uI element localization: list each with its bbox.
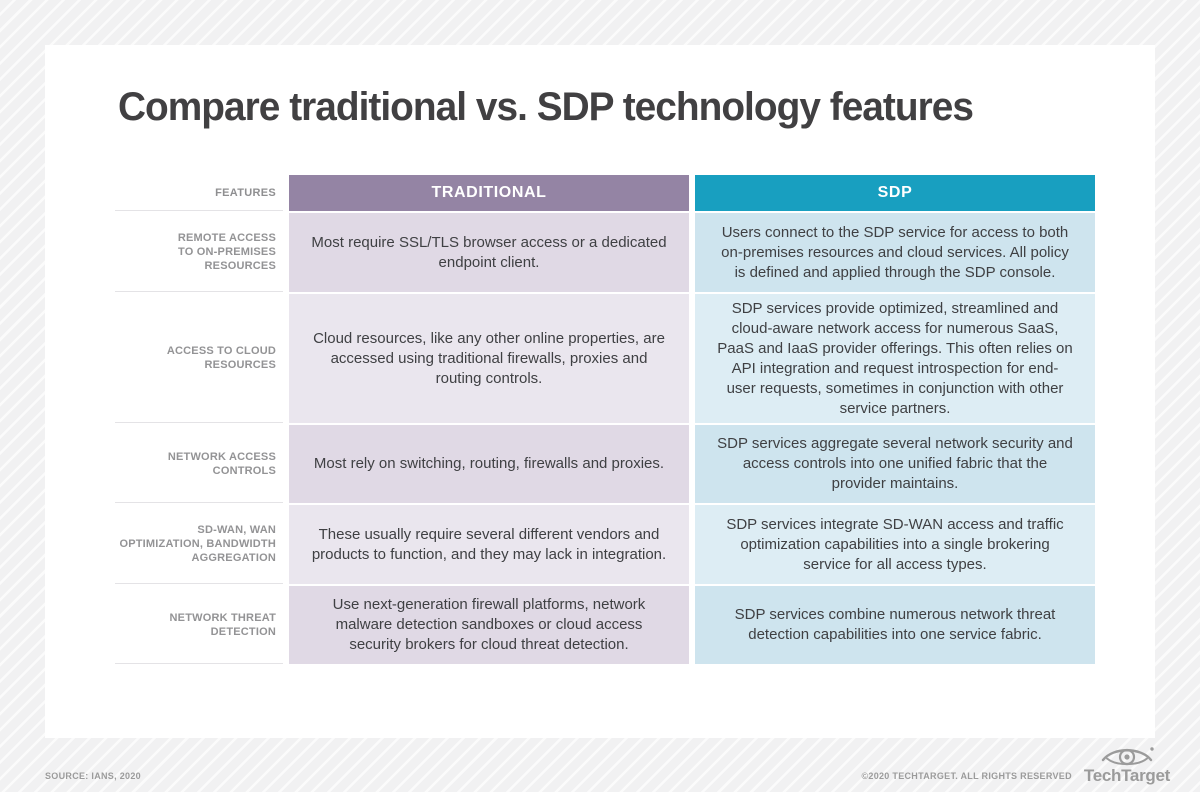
sdp-cell-remote-access: Users connect to the SDP service for acc… <box>695 213 1095 292</box>
traditional-cell-threat-detection: Use next-generation firewall platforms, … <box>289 586 689 664</box>
footer-right-cluster: ©2020 TECHTARGET. ALL RIGHTS RESERVED Te… <box>861 744 1170 786</box>
sdp-cell-cloud-resources: SDP services provide optimized, streamli… <box>695 294 1095 423</box>
feature-label-remote-access: REMOTE ACCESS TO ON-PREMISES RESOURCES <box>115 213 283 292</box>
sdp-column-header: SDP <box>695 175 1095 211</box>
feature-label-network-access: NETWORK ACCESS CONTROLS <box>115 425 283 503</box>
techtarget-logo-text: TechTarget <box>1083 766 1170 785</box>
traditional-cell-network-access: Most rely on switching, routing, firewal… <box>289 425 689 503</box>
source-attribution: SOURCE: IANS, 2020 <box>45 771 141 781</box>
traditional-cell-sd-wan: These usually require several different … <box>289 505 689 584</box>
techtarget-logo: TechTarget <box>1084 744 1170 786</box>
infographic-card: Compare traditional vs. SDP technology f… <box>45 45 1155 738</box>
feature-label-sd-wan: SD-WAN, WAN OPTIMIZATION, BANDWIDTH AGGR… <box>115 505 283 584</box>
copyright-text: ©2020 TECHTARGET. ALL RIGHTS RESERVED <box>861 771 1072 781</box>
page-title: Compare traditional vs. SDP technology f… <box>118 85 974 129</box>
comparison-table: FEATURES TRADITIONAL SDP REMOTE ACCESS T… <box>115 175 1095 664</box>
techtarget-eye-icon <box>1101 747 1154 766</box>
feature-label-cloud-resources: ACCESS TO CLOUD RESOURCES <box>115 294 283 423</box>
sdp-cell-network-access: SDP services aggregate several network s… <box>695 425 1095 503</box>
sdp-cell-threat-detection: SDP services combine numerous network th… <box>695 586 1095 664</box>
sdp-cell-sd-wan: SDP services integrate SD-WAN access and… <box>695 505 1095 584</box>
features-column-header: FEATURES <box>115 175 283 211</box>
traditional-column-header: TRADITIONAL <box>289 175 689 211</box>
traditional-cell-cloud-resources: Cloud resources, like any other online p… <box>289 294 689 423</box>
feature-label-threat-detection: NETWORK THREAT DETECTION <box>115 586 283 664</box>
traditional-cell-remote-access: Most require SSL/TLS browser access or a… <box>289 213 689 292</box>
